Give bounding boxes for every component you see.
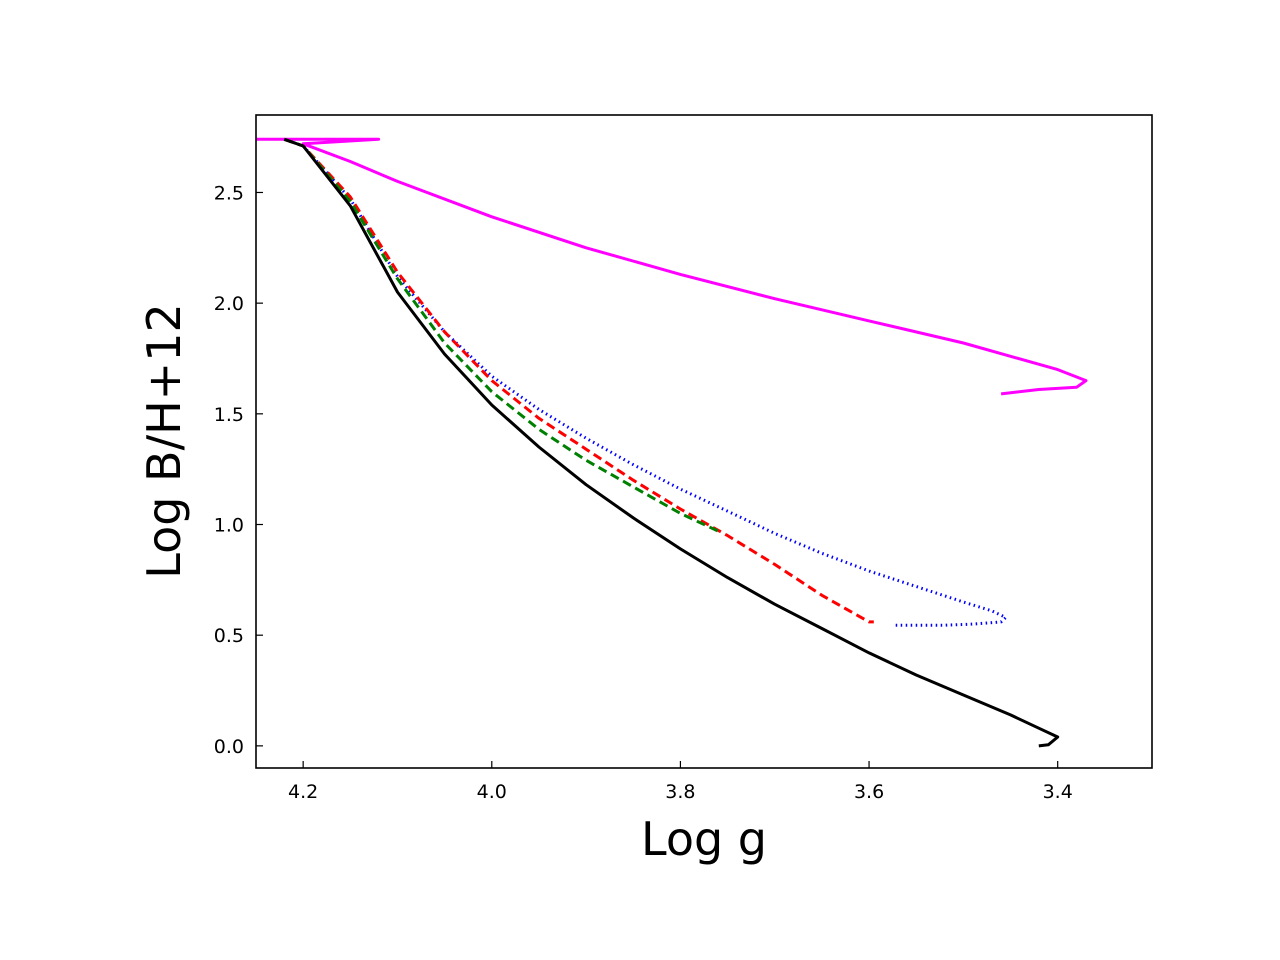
series-layer (256, 137, 1088, 748)
y-axis: 0.0 0.5 1.0 1.5 2.0 2.5 (214, 182, 263, 758)
series-line-4 (283, 137, 719, 533)
y-tick-label: 1.5 (214, 404, 244, 426)
x-tick-label: 3.4 (1043, 781, 1073, 803)
series-line-5 (283, 137, 1060, 748)
x-axis: 4.2 4.0 3.8 3.6 3.4 (288, 761, 1073, 803)
y-tick-label: 0.5 (214, 625, 244, 647)
x-tick-label: 3.6 (854, 781, 884, 803)
y-tick-label: 1.0 (214, 515, 244, 537)
y-axis-label: Log B/H+12 (137, 303, 191, 579)
x-tick-label: 3.8 (665, 781, 695, 803)
plot-area-frame (255, 114, 1153, 769)
y-tick-label: 0.0 (214, 736, 244, 758)
x-tick-label: 4.0 (477, 781, 507, 803)
y-tick-label: 2.0 (214, 293, 244, 315)
y-tick-label: 2.5 (214, 182, 244, 204)
series-line-1 (256, 137, 1088, 396)
x-tick-label: 4.2 (288, 781, 318, 803)
series-line-3 (283, 137, 874, 624)
x-axis-label: Log g (641, 812, 767, 866)
